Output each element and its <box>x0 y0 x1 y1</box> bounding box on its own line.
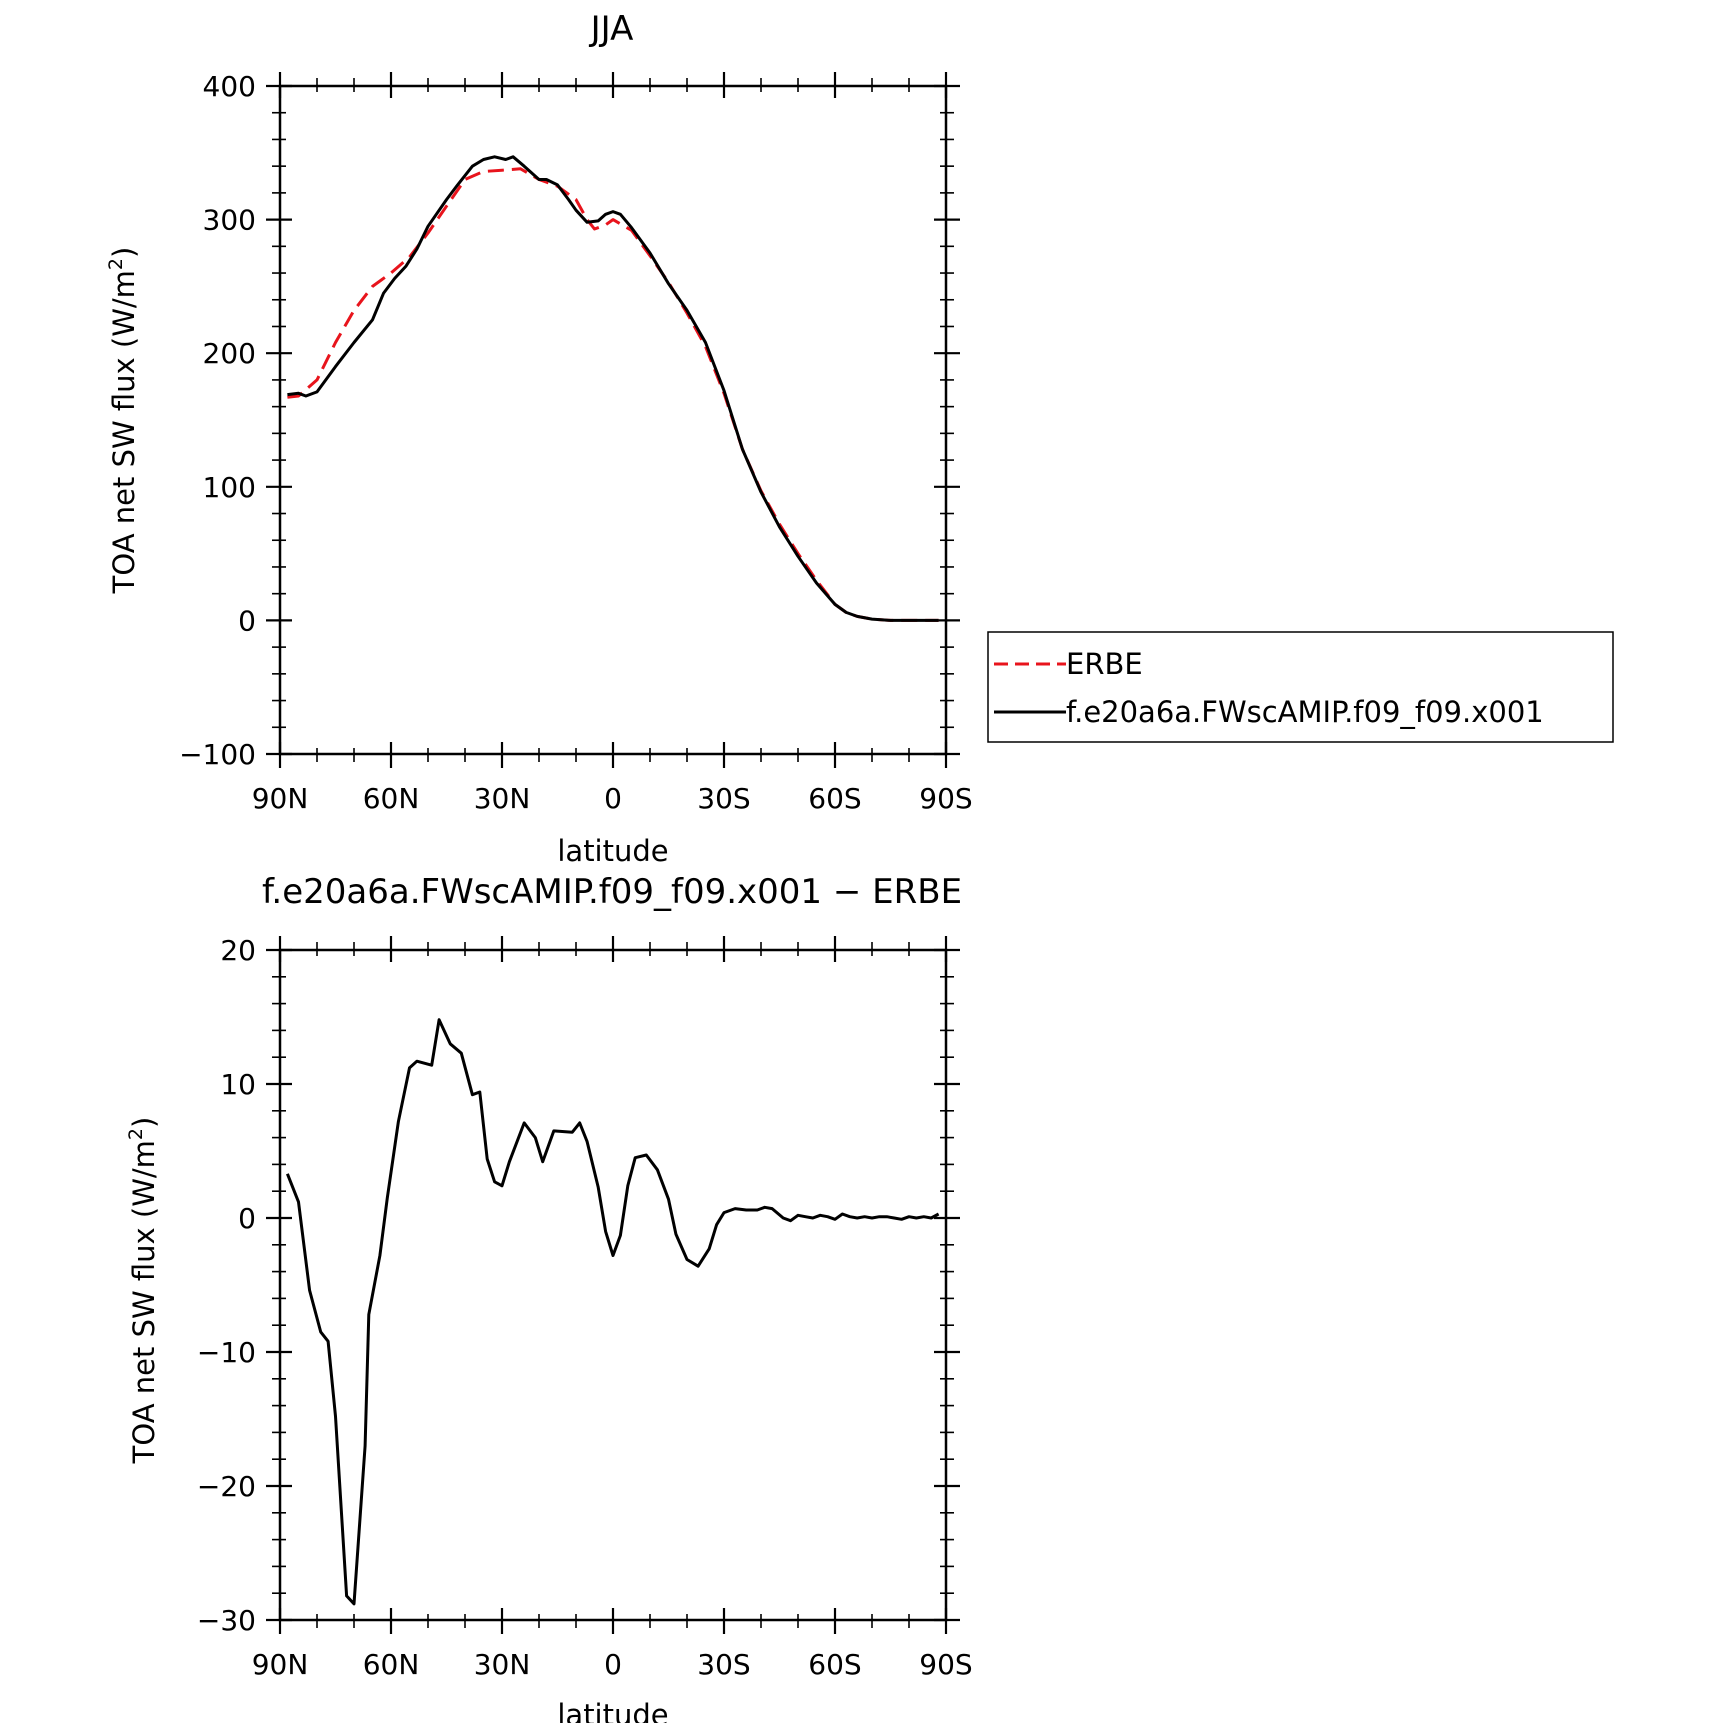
top-x-tick-labels: 90N 60N 30N 0 30S 60S 90S <box>252 782 973 815</box>
y-tick-label: −100 <box>179 738 256 771</box>
top-x-axis-title: latitude <box>557 834 668 868</box>
top-plot-title: JJA <box>589 9 634 49</box>
x-tick-label: 90N <box>252 1648 309 1681</box>
x-tick-label: 90S <box>919 782 972 815</box>
top-axis-ticks <box>266 72 960 768</box>
top-series-lines <box>287 155 939 622</box>
top-plot-frame <box>278 84 948 756</box>
y-tick-label: −20 <box>197 1470 256 1503</box>
bottom-plot-frame <box>278 948 948 1622</box>
legend-label-erbe: ERBE <box>1066 647 1143 681</box>
legend-box <box>987 631 1614 743</box>
bottom-axis-ticks <box>266 936 960 1634</box>
y-tick-label: 100 <box>203 471 256 504</box>
x-tick-label: 60N <box>363 782 420 815</box>
x-tick-label: 60S <box>808 1648 861 1681</box>
model-series-line <box>287 155 939 622</box>
x-tick-label: 60N <box>363 1648 420 1681</box>
bottom-x-tick-labels: 90N 60N 30N 0 30S 60S 90S <box>252 1648 973 1681</box>
erbe-series-line <box>287 167 939 622</box>
x-tick-label: 0 <box>604 1648 622 1681</box>
y-tick-label: 0 <box>238 1202 256 1235</box>
x-tick-label: 60S <box>808 782 861 815</box>
y-tick-label: 200 <box>203 337 256 370</box>
bottom-y-axis-title: TOA net SW flux (W/m2) <box>125 1117 161 1465</box>
bottom-y-tick-labels: −30 −20 −10 0 10 20 <box>197 934 256 1637</box>
bottom-x-axis-title: latitude <box>557 1698 668 1723</box>
x-tick-label: 90S <box>919 1648 972 1681</box>
bottom-panel: f.e20a6a.FWscAMIP.f09_f09.x001 − ERBE −3… <box>125 872 973 1723</box>
x-tick-label: 90N <box>252 782 309 815</box>
y-tick-label: −10 <box>197 1336 256 1369</box>
x-tick-label: 30S <box>697 1648 750 1681</box>
model-series-line <box>286 1018 940 1606</box>
top-y-axis-title: TOA net SW flux (W/m2) <box>105 247 141 595</box>
x-tick-label: 30N <box>474 1648 531 1681</box>
y-tick-label: 20 <box>220 934 256 967</box>
bottom-plot-title: f.e20a6a.FWscAMIP.f09_f09.x001 − ERBE <box>262 872 962 912</box>
y-tick-label: 10 <box>220 1068 256 1101</box>
bottom-series-lines <box>286 1018 940 1606</box>
y-tick-label: −30 <box>197 1604 256 1637</box>
y-tick-label: 0 <box>238 604 256 637</box>
x-tick-label: 0 <box>604 782 622 815</box>
x-tick-label: 30S <box>697 782 750 815</box>
y-tick-label: 300 <box>203 204 256 237</box>
x-tick-label: 30N <box>474 782 531 815</box>
legend: ERBE f.e20a6a.FWscAMIP.f09_f09.x001 <box>987 631 1614 743</box>
legend-label-model: f.e20a6a.FWscAMIP.f09_f09.x001 <box>1066 695 1544 729</box>
y-tick-label: 400 <box>203 70 256 103</box>
top-y-tick-labels: −100 0 100 200 300 400 <box>179 70 256 771</box>
